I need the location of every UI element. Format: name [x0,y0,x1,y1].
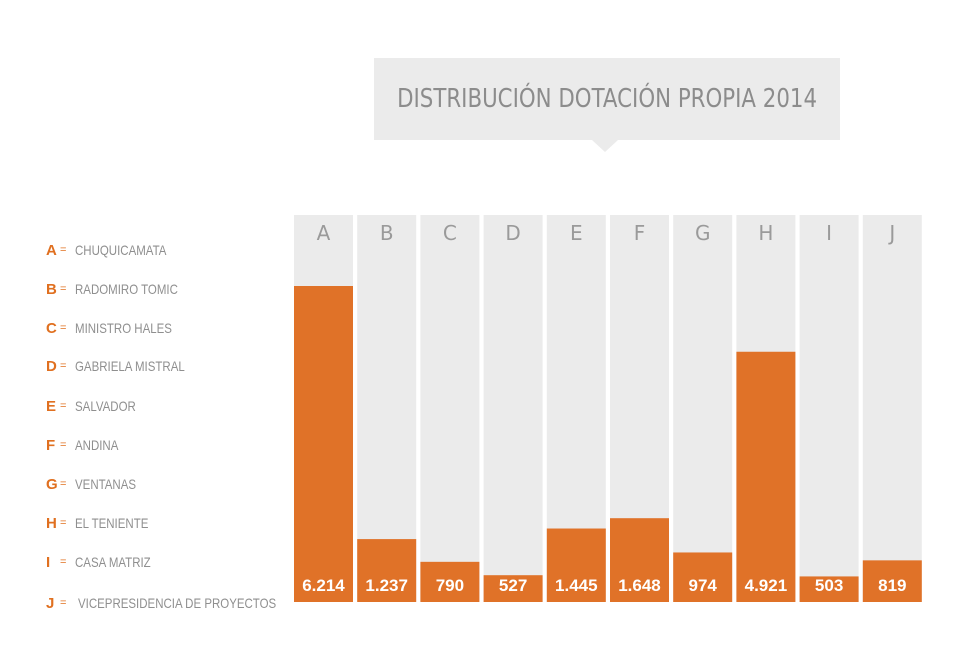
bar-track [483,215,543,602]
category-label: J [887,221,895,245]
legend-item: D = GABRIELA MISTRAL [46,356,209,376]
legend-equals: = [60,597,67,609]
bar-track [799,215,859,602]
category-label: C [443,221,457,245]
data-label: 4.921 [745,576,788,595]
bar [862,560,922,602]
category-label: G [695,221,711,245]
category-label: E [570,221,583,245]
data-label: 1.445 [555,576,598,595]
bar [483,575,543,602]
bar-track [862,215,922,602]
legend-item: J = VICEPRESIDENCIA DE PROYECTOS [46,593,320,613]
data-label: 503 [815,576,843,595]
bar [420,561,480,602]
legend-equals: = [60,400,67,412]
category-label: D [505,221,520,245]
chart-title-box: DISTRIBUCIÓN DOTACIÓN PROPIA 2014 [374,58,840,152]
legend-name: RADOMIRO TOMIC [75,281,178,297]
bar-track [420,215,480,602]
category-label: H [758,221,773,245]
legend-letter: B [46,280,57,298]
legend-equals: = [60,439,67,451]
legend-letter: E [46,397,57,415]
chart-title: DISTRIBUCIÓN DOTACIÓN PROPIA 2014 [397,84,817,114]
legend-equals: = [60,322,67,334]
legend-item: A = CHUQUICAMATA [46,240,186,260]
legend-equals: = [60,478,67,490]
legend-equals: = [60,244,67,256]
bar [799,576,859,602]
legend-letter: I [46,553,51,571]
data-label: 527 [499,576,527,595]
category-label: A [317,221,331,245]
bar-track [673,215,733,602]
bar [610,518,669,602]
legend-name: VENTANAS [75,476,137,492]
bar [294,286,353,602]
bar-track [357,215,417,602]
data-label: 1.237 [365,576,408,595]
legend-item: F = ANDINA [46,435,128,455]
legend-item: I = CASA MATRIZ [46,552,167,572]
legend-equals: = [60,517,67,529]
legend-name: MINISTRO HALES [75,320,172,336]
legend-name: GABRIELA MISTRAL [75,358,185,374]
bar [546,528,606,602]
data-label: 819 [878,576,906,595]
legend-item: G = VENTANAS [46,474,149,494]
legend-letter: A [46,241,57,259]
data-label: 790 [436,576,464,595]
legend-letter: G [46,475,58,493]
legend-item: C = MINISTRO HALES [46,318,193,338]
legend-name: ANDINA [75,437,119,453]
data-label: 6.214 [302,576,345,595]
legend-item: B = RADOMIRO TOMIC [46,279,201,299]
legend-name: VICEPRESIDENCIA DE PROYECTOS [78,595,277,611]
legend-equals: = [60,283,67,295]
legend-item: H = EL TENIENTE [46,513,164,533]
bar [736,351,796,602]
legend-name: CHUQUICAMATA [75,242,167,258]
legend-name: EL TENIENTE [75,515,149,531]
legend-equals: = [60,556,67,568]
bar [673,552,733,602]
category-label: I [826,221,832,245]
legend-letter: H [46,514,57,532]
legend-letter: F [46,436,56,454]
legend-letter: D [46,357,57,375]
legend-letter: J [46,594,55,612]
legend-name: SALVADOR [75,398,136,414]
legend-letter: C [46,319,57,337]
category-label: F [634,221,646,245]
data-label: 1.648 [618,576,661,595]
legend-equals: = [60,360,67,372]
data-label: 974 [689,576,718,595]
bar [357,539,417,602]
legend-item: E = SALVADOR [46,396,149,416]
legend-name: CASA MATRIZ [75,554,151,570]
category-label: B [380,221,394,245]
